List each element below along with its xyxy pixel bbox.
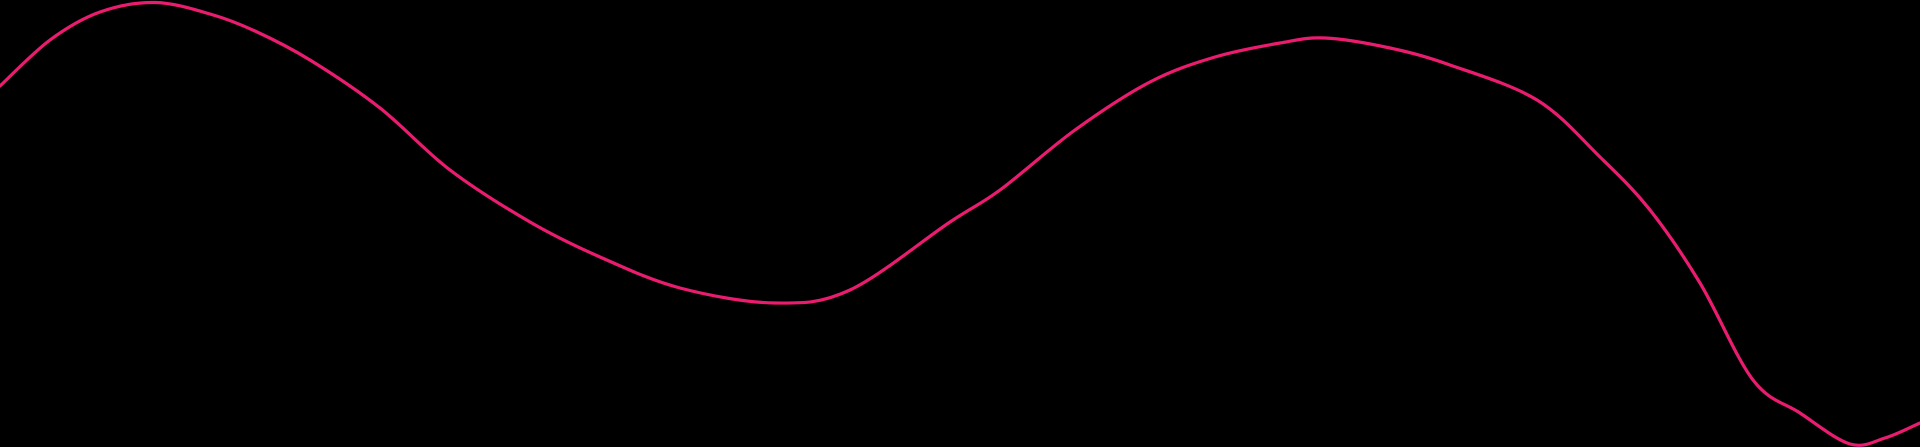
black-canvas <box>0 0 1920 447</box>
curve-chart <box>0 0 1920 447</box>
wave-curve-line <box>0 0 1920 447</box>
